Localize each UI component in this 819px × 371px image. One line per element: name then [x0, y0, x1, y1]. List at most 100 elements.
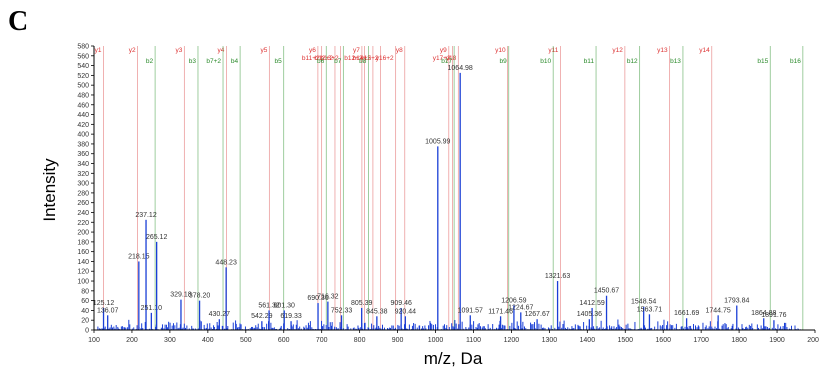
- y-tick-label: 500: [77, 83, 89, 90]
- peak-label: 561.32: [258, 302, 280, 309]
- peak-label: 1091.57: [458, 307, 483, 314]
- y-tick-label: 20: [81, 318, 89, 325]
- y-tick-label: 340: [77, 161, 89, 168]
- b-ion-label: b16: [790, 58, 801, 65]
- x-tick-label: 1500: [617, 337, 633, 344]
- b-ion-label: b15: [757, 58, 768, 65]
- peak-label: 1005.99: [425, 138, 450, 145]
- y-ion-label: y18: [446, 55, 457, 62]
- y-ion-label: y5: [260, 47, 267, 54]
- y-tick-label: 160: [77, 249, 89, 256]
- peak-label: 1548.54: [631, 298, 656, 305]
- x-tick-label: 800: [354, 337, 366, 344]
- peak-label: 1661.69: [674, 310, 699, 317]
- x-tick-label: 200: [126, 337, 138, 344]
- ion-annotation-lines: y1y2y3y4y5y6y7y8y9y10y11y12y13y14b11+2b1…: [95, 46, 804, 330]
- x-tick-label: 900: [392, 337, 404, 344]
- b-ion-label: b7: [334, 58, 342, 65]
- b-ion-label: b5: [275, 58, 283, 65]
- y-tick-label: 260: [77, 200, 89, 207]
- y-ion-label: y8: [396, 47, 403, 54]
- y-tick-label: 300: [77, 181, 89, 188]
- x-tick-label: 600: [278, 337, 290, 344]
- peak-label: 378.20: [189, 293, 211, 300]
- x-tick-label: 1900: [769, 337, 785, 344]
- peak-label: 1224.67: [508, 304, 533, 311]
- y-ion-label: y4: [218, 47, 225, 54]
- y-tick-label: 540: [77, 63, 89, 70]
- peak-label: 136.07: [97, 307, 119, 314]
- y-ion-label: b14+2: [353, 55, 372, 62]
- y-ion-label: y6: [309, 47, 316, 54]
- y-tick-label: 480: [77, 92, 89, 99]
- y-tick-label: 440: [77, 112, 89, 119]
- peak-label: 237.12: [135, 212, 157, 219]
- x-tick-label: 700: [316, 337, 328, 344]
- b-ion-label: b6: [317, 58, 325, 65]
- y-tick-label: 580: [77, 44, 89, 51]
- peak-label: 920.44: [395, 308, 417, 315]
- b-ion-label: b17: [441, 58, 452, 65]
- y-tick-label: 200: [77, 230, 89, 237]
- y-ion-label: b11+2: [302, 55, 320, 62]
- peak-label: 1064.98: [448, 65, 473, 72]
- b-ion-label: b13: [670, 58, 681, 65]
- peak-label: 265.12: [146, 234, 168, 241]
- peak-label: 805.39: [351, 300, 373, 307]
- peak-label: 1206.59: [501, 298, 526, 305]
- x-tick-label: 1300: [542, 337, 558, 344]
- peak-label: 542.29: [251, 313, 273, 320]
- peak-label: 1793.84: [724, 298, 749, 305]
- peak-label: 909.46: [390, 300, 412, 307]
- peak-label: 752.33: [331, 307, 353, 314]
- y-ion-label: y11: [548, 47, 558, 54]
- x-tick-label: 300: [164, 337, 176, 344]
- peak-label: 218.15: [128, 253, 150, 260]
- peak-label: 1412.59: [579, 300, 604, 307]
- y-ion-label: y17+2: [433, 55, 451, 62]
- y-tick-label: 240: [77, 210, 89, 217]
- y-tick-label: 40: [81, 308, 89, 315]
- x-axis-title: m/z, Da: [424, 349, 483, 368]
- peak-label: 1171.46: [488, 308, 513, 315]
- peak-label: 619.33: [280, 313, 302, 320]
- peak-label: 125.12: [93, 300, 115, 307]
- y-tick-label: 380: [77, 141, 89, 148]
- y-ion-label: y7: [353, 47, 360, 54]
- y-tick-label: 0: [85, 328, 89, 335]
- peak-label: 430.27: [209, 311, 231, 318]
- peak-label: 845.38: [366, 308, 388, 315]
- peak-label: 1267.67: [524, 311, 549, 318]
- y-tick-label: 120: [77, 269, 89, 276]
- b-ion-label: b9: [500, 58, 508, 65]
- peak-label: 601.30: [274, 302, 296, 309]
- peak-label: 716.32: [317, 294, 339, 301]
- b-ion-label: b8: [359, 58, 367, 65]
- x-tick-label: 1200: [504, 337, 520, 344]
- b-ion-label: b11: [584, 58, 595, 65]
- x-tick-label: 400: [202, 337, 214, 344]
- x-tick-label: 1000: [428, 337, 444, 344]
- y-tick-label: 520: [77, 73, 89, 80]
- axes: 0 20 40 60 80 100 120 140 160 180 200 220 240 260 280 3…: [77, 44, 819, 345]
- y-tick-label: 60: [81, 298, 89, 305]
- x-tick-label: 500: [240, 337, 252, 344]
- y-tick-label: 180: [77, 239, 89, 246]
- peak-label: 251.10: [141, 305, 163, 312]
- y-ion-label: y14: [699, 47, 710, 54]
- b-ion-label: b3: [189, 58, 197, 65]
- peak-label: 1744.75: [705, 307, 730, 314]
- y-tick-label: 400: [77, 132, 89, 139]
- x-tick-label: 2000: [807, 337, 819, 344]
- peak-label: 1891.76: [761, 312, 786, 319]
- b-ion-label: b10: [540, 58, 551, 65]
- y-ion-label: y2: [129, 47, 136, 54]
- peak-label: 448.23: [215, 259, 237, 266]
- b-ion-label: b4: [231, 58, 239, 65]
- y-tick-label: 80: [81, 288, 89, 295]
- x-tick-label: 1400: [580, 337, 596, 344]
- peak-label: 329.18: [170, 292, 192, 299]
- y-ion-label: y15+2: [361, 55, 379, 62]
